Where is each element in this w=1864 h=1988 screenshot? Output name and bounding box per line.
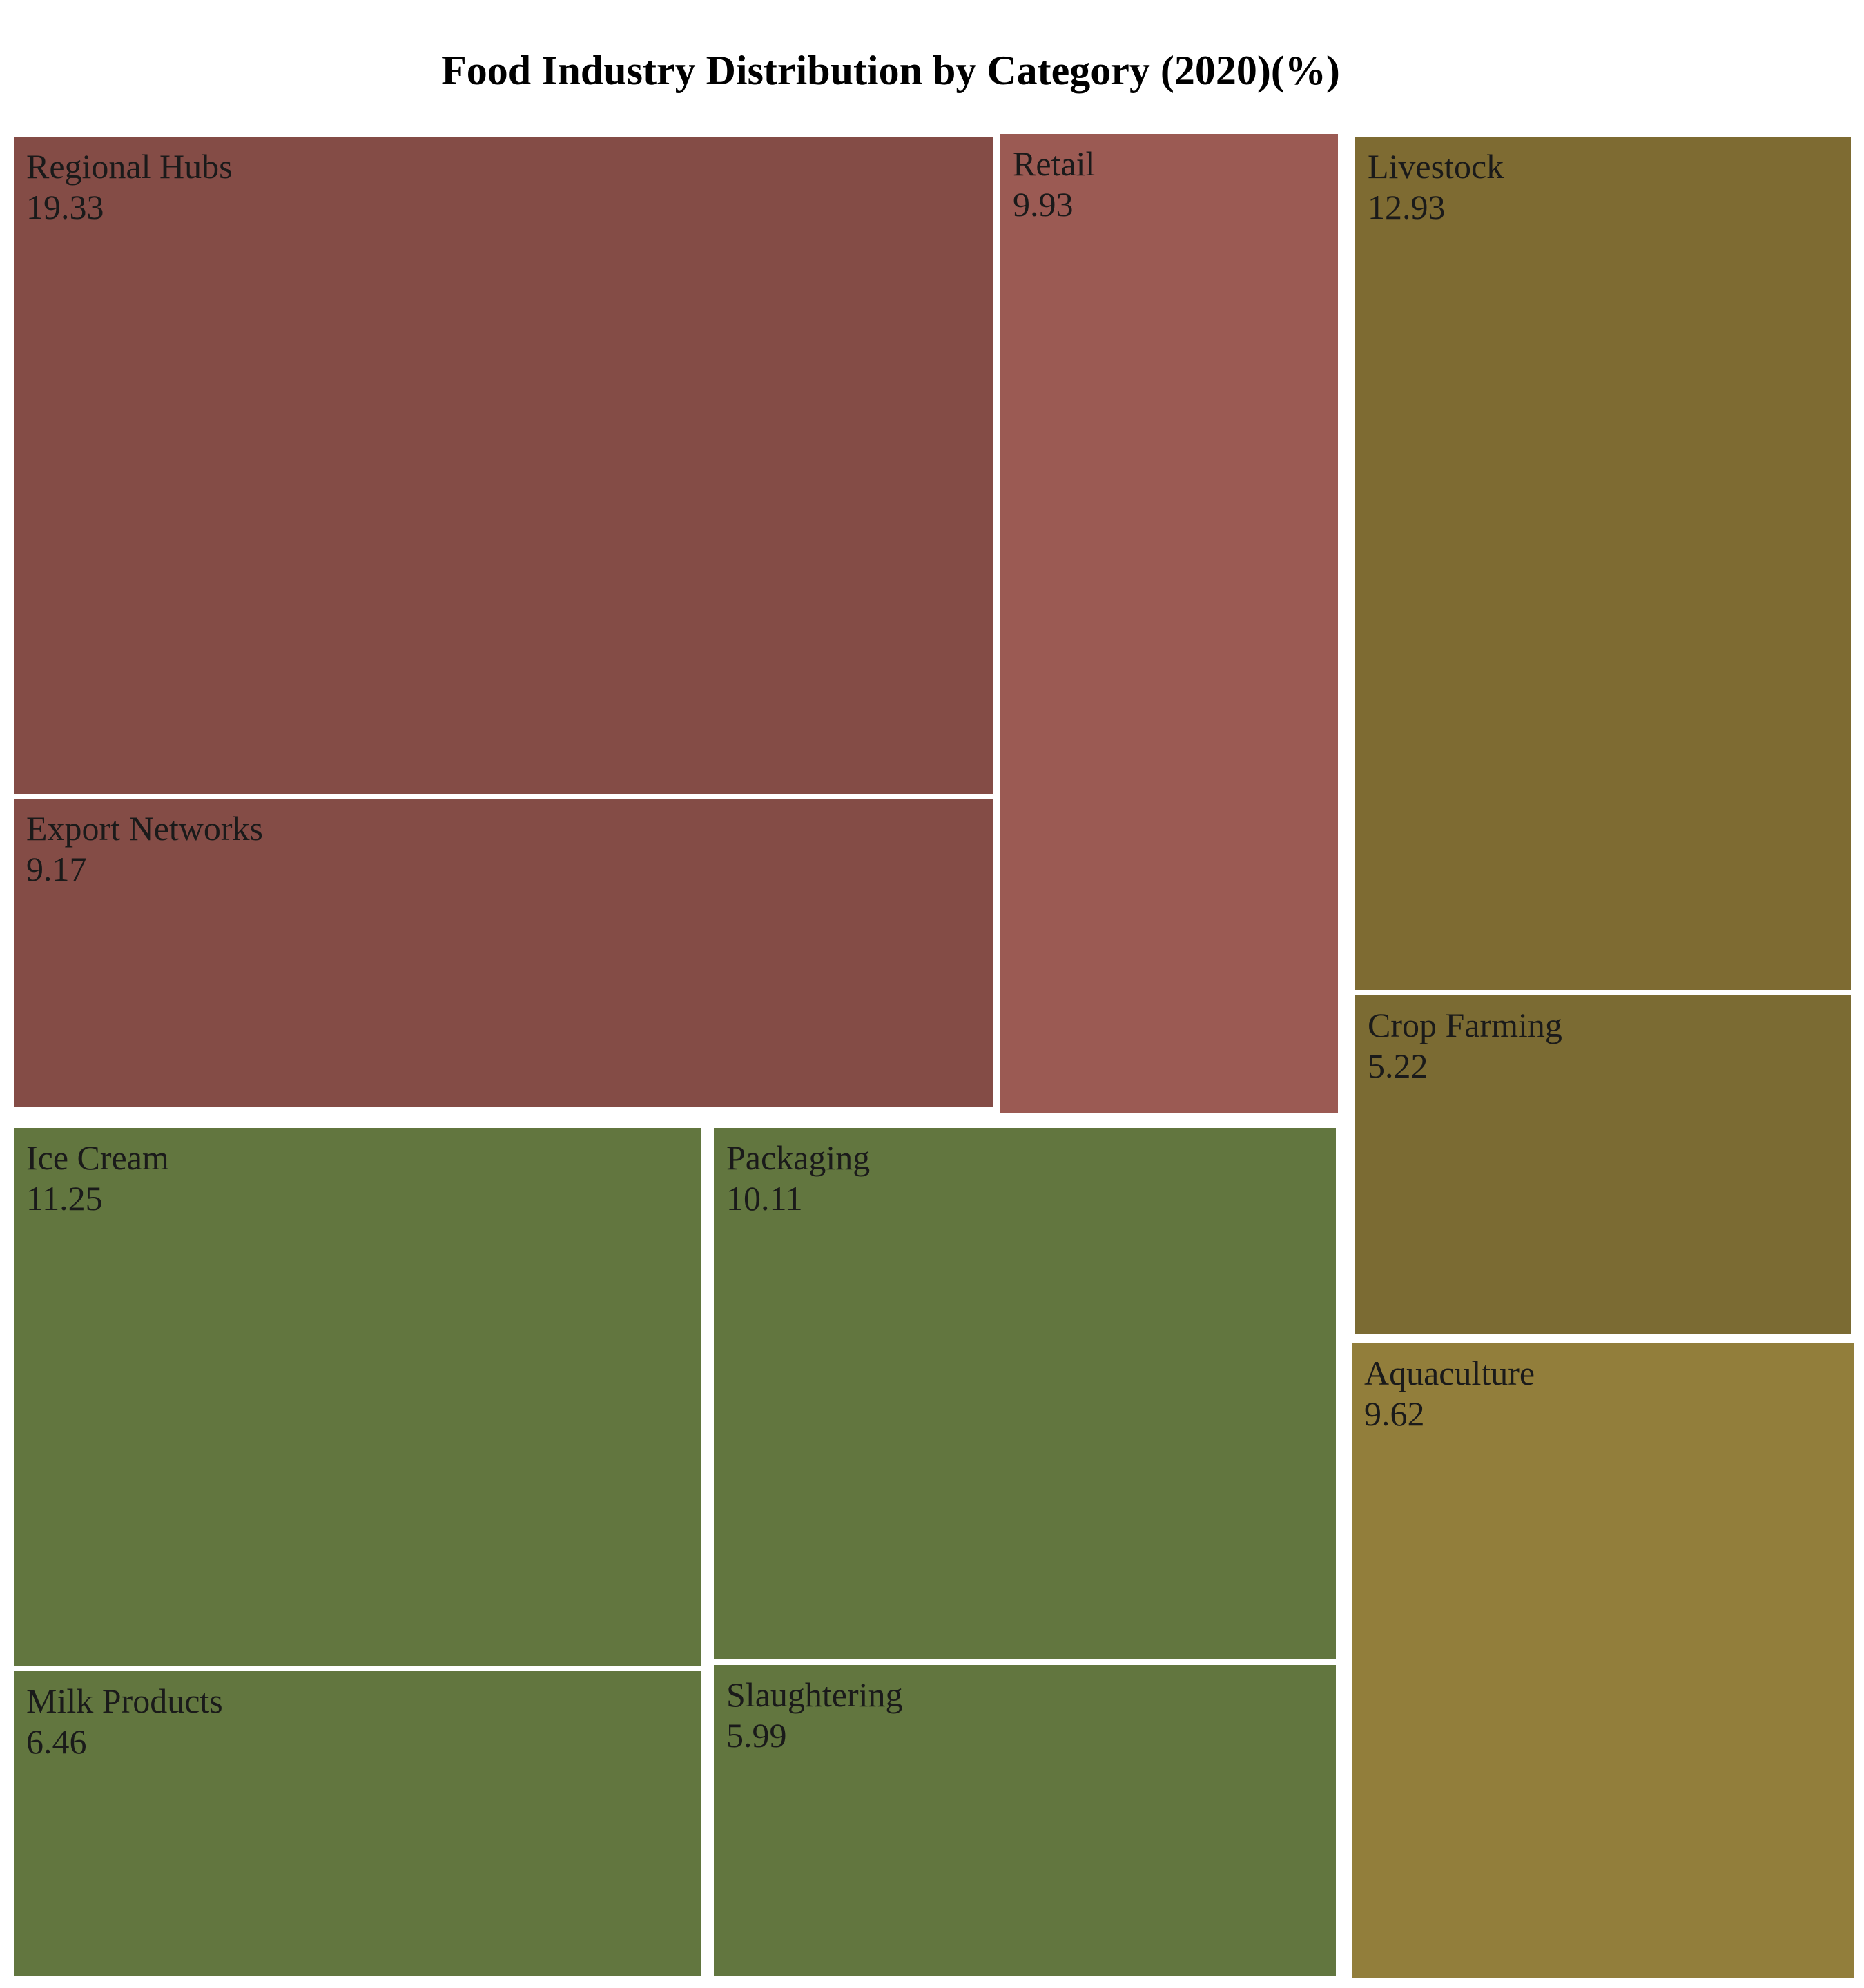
tile-label-slaughtering: Slaughtering: [726, 1675, 903, 1714]
tile-value-milk-products: 6.46: [26, 1722, 87, 1761]
tile-value-slaughtering: 5.99: [726, 1716, 787, 1755]
tile-rect-slaughtering: [714, 1665, 1336, 1976]
chart-title: Food Industry Distribution by Category (…: [441, 48, 1340, 93]
tile-value-regional-hubs: 19.33: [26, 188, 104, 226]
tile-label-packaging: Packaging: [726, 1138, 870, 1177]
tile-value-export-networks: 9.17: [26, 850, 87, 888]
tile-label-ice-cream: Ice Cream: [26, 1138, 169, 1177]
tile-rect-regional-hubs: [14, 137, 993, 794]
tile-label-milk-products: Milk Products: [26, 1682, 223, 1720]
tile-rect-livestock: [1355, 137, 1851, 990]
tile-value-ice-cream: 11.25: [26, 1179, 103, 1218]
tile-rect-milk-products: [14, 1671, 701, 1976]
tile-label-regional-hubs: Regional Hubs: [26, 147, 233, 186]
tile-rect-export-networks: [14, 799, 993, 1107]
tile-label-export-networks: Export Networks: [26, 809, 263, 848]
tile-value-aquaculture: 9.62: [1364, 1394, 1425, 1433]
tile-label-aquaculture: Aquaculture: [1364, 1354, 1535, 1392]
tile-value-retail: 9.93: [1013, 185, 1074, 224]
tile-rect-retail: [1000, 134, 1338, 1113]
tile-label-livestock: Livestock: [1368, 147, 1504, 186]
tile-value-packaging: 10.11: [726, 1179, 803, 1218]
tile-label-retail: Retail: [1013, 144, 1095, 183]
tile-rect-crop-farming: [1355, 995, 1851, 1334]
tile-value-livestock: 12.93: [1368, 188, 1446, 226]
tile-rect-aquaculture: [1352, 1343, 1854, 1978]
tile-label-crop-farming: Crop Farming: [1368, 1006, 1562, 1044]
tile-value-crop-farming: 5.22: [1368, 1046, 1428, 1085]
tile-rect-packaging: [714, 1128, 1336, 1659]
tile-rect-ice-cream: [14, 1128, 701, 1666]
